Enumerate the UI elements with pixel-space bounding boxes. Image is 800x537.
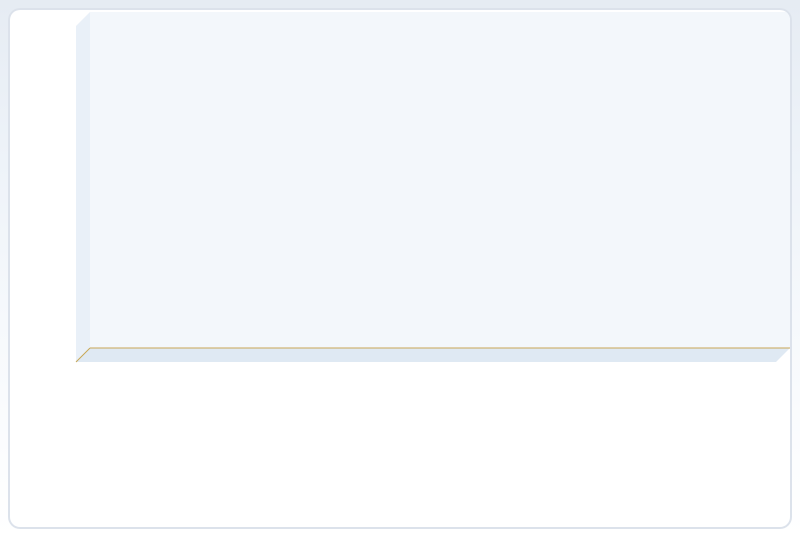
chart-frame xyxy=(8,8,792,529)
vertical-uniformity-chart xyxy=(10,10,790,527)
plot-side xyxy=(76,12,90,362)
plot-floor xyxy=(76,348,790,362)
plot-back xyxy=(90,12,790,348)
